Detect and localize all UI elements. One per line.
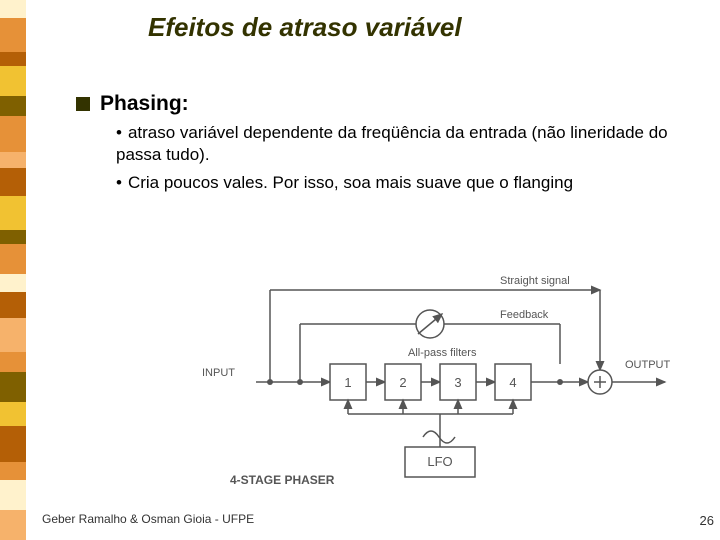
- svg-text:3: 3: [454, 375, 461, 390]
- bullet-item: •atraso variável dependente da freqüênci…: [116, 122, 676, 166]
- bullet-text: Cria poucos vales. Por isso, soa mais su…: [128, 173, 573, 192]
- svg-text:Straight signal: Straight signal: [500, 275, 570, 287]
- section-heading-row: Phasing:: [76, 92, 676, 116]
- svg-text:All-pass filters: All-pass filters: [408, 347, 477, 359]
- slide-title: Efeitos de atraso variável: [148, 12, 462, 43]
- content-section: Phasing: •atraso variável dependente da …: [76, 92, 676, 194]
- svg-text:2: 2: [399, 375, 406, 390]
- svg-text:4: 4: [509, 375, 516, 390]
- svg-text:LFO: LFO: [427, 454, 452, 469]
- svg-text:1: 1: [344, 375, 351, 390]
- svg-text:OUTPUT: OUTPUT: [625, 359, 671, 371]
- svg-text:4-STAGE PHASER: 4-STAGE PHASER: [230, 473, 335, 487]
- svg-text:INPUT: INPUT: [202, 367, 235, 379]
- decorative-sidebar: [0, 0, 26, 540]
- svg-text:Feedback: Feedback: [500, 309, 549, 321]
- bullet-item: •Cria poucos vales. Por isso, soa mais s…: [116, 172, 676, 194]
- bullet-text: atraso variável dependente da freqüência…: [116, 123, 668, 164]
- page-number: 26: [700, 513, 714, 528]
- footer-text: Geber Ramalho & Osman Gioia - UFPE: [42, 512, 254, 526]
- section-heading: Phasing:: [100, 92, 189, 115]
- square-bullet-icon: [76, 97, 90, 111]
- phaser-diagram: INPUT Straight signal Feedback All-pass fil…: [200, 262, 680, 492]
